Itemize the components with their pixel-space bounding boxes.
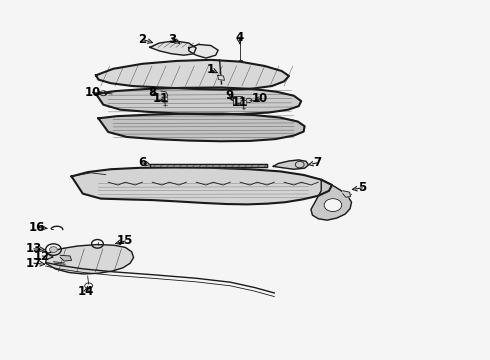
Polygon shape <box>150 41 196 55</box>
Text: 14: 14 <box>78 285 95 298</box>
Text: 4: 4 <box>235 31 243 44</box>
Text: 8: 8 <box>148 86 156 99</box>
Text: 2: 2 <box>138 33 147 46</box>
Polygon shape <box>218 75 224 80</box>
Text: 17: 17 <box>26 257 42 270</box>
Text: 12: 12 <box>34 249 50 262</box>
Polygon shape <box>96 87 301 114</box>
Circle shape <box>49 247 57 252</box>
Text: 1: 1 <box>207 63 215 76</box>
FancyBboxPatch shape <box>241 101 246 106</box>
Polygon shape <box>96 60 289 90</box>
Text: 15: 15 <box>117 234 133 247</box>
Polygon shape <box>98 114 305 141</box>
Text: 5: 5 <box>358 181 367 194</box>
Text: 3: 3 <box>169 33 177 46</box>
Polygon shape <box>150 164 267 167</box>
Text: 7: 7 <box>313 156 321 169</box>
Polygon shape <box>311 180 351 220</box>
Polygon shape <box>46 244 134 274</box>
Text: 10: 10 <box>84 86 100 99</box>
Text: 16: 16 <box>29 221 46 234</box>
Text: 13: 13 <box>26 242 42 255</box>
Polygon shape <box>104 92 107 95</box>
Text: 9: 9 <box>225 89 234 102</box>
Polygon shape <box>189 44 218 58</box>
Bar <box>233 96 242 105</box>
Polygon shape <box>60 255 72 261</box>
Text: 6: 6 <box>138 156 147 169</box>
Polygon shape <box>273 160 309 169</box>
Text: 11: 11 <box>153 93 169 105</box>
Text: 11: 11 <box>232 96 248 109</box>
Text: 10: 10 <box>251 93 268 105</box>
Polygon shape <box>72 167 332 204</box>
FancyBboxPatch shape <box>162 97 168 102</box>
Circle shape <box>324 199 342 212</box>
Polygon shape <box>343 191 350 197</box>
